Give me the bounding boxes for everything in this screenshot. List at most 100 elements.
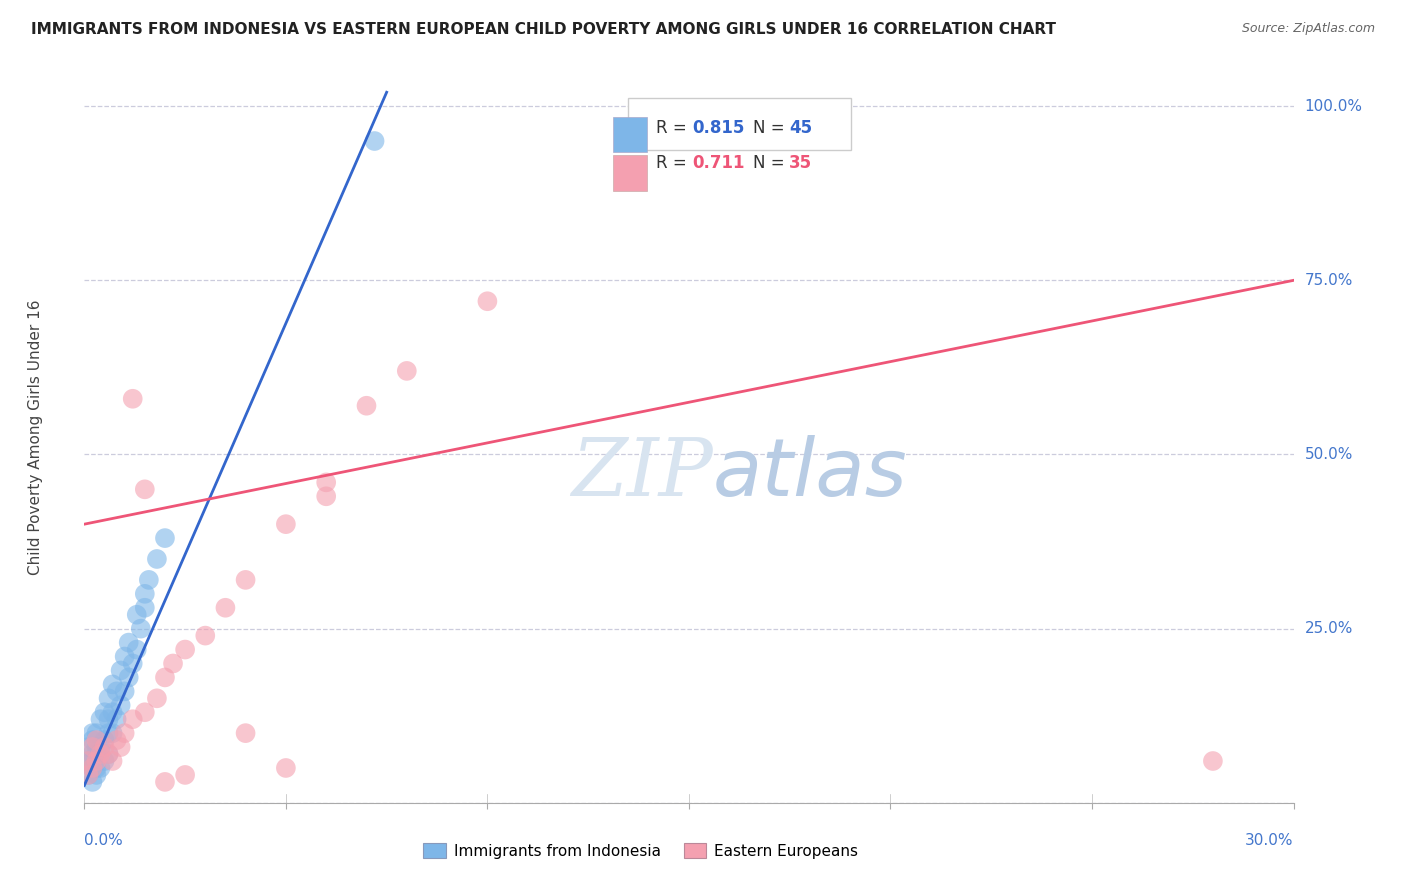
Point bbox=[82, 761, 104, 775]
Point bbox=[105, 684, 128, 698]
Point bbox=[138, 573, 160, 587]
Text: 0.815: 0.815 bbox=[693, 119, 745, 136]
Point bbox=[89, 740, 111, 755]
Point bbox=[114, 726, 136, 740]
Point bbox=[315, 475, 337, 490]
Text: 45: 45 bbox=[789, 119, 813, 136]
Point bbox=[194, 629, 217, 643]
Point bbox=[129, 622, 152, 636]
Point bbox=[82, 733, 104, 747]
Point bbox=[274, 517, 297, 532]
Text: atlas: atlas bbox=[713, 434, 908, 513]
Point bbox=[97, 747, 120, 761]
Text: IMMIGRANTS FROM INDONESIA VS EASTERN EUROPEAN CHILD POVERTY AMONG GIRLS UNDER 16: IMMIGRANTS FROM INDONESIA VS EASTERN EUR… bbox=[31, 22, 1056, 37]
Text: 100.0%: 100.0% bbox=[1305, 99, 1362, 113]
Point bbox=[134, 600, 156, 615]
Point bbox=[77, 768, 100, 782]
Point bbox=[235, 726, 257, 740]
Point bbox=[174, 642, 197, 657]
Point bbox=[118, 635, 141, 649]
Point bbox=[162, 657, 184, 671]
Point bbox=[82, 726, 104, 740]
Point bbox=[121, 657, 143, 671]
Point bbox=[97, 747, 120, 761]
Point bbox=[101, 754, 124, 768]
Text: R =: R = bbox=[657, 119, 692, 136]
Text: 50.0%: 50.0% bbox=[1305, 447, 1353, 462]
Point bbox=[82, 775, 104, 789]
Point bbox=[146, 691, 169, 706]
Point bbox=[86, 726, 108, 740]
Text: Source: ZipAtlas.com: Source: ZipAtlas.com bbox=[1241, 22, 1375, 36]
Point bbox=[89, 712, 111, 726]
Point bbox=[82, 740, 104, 755]
Point bbox=[477, 294, 499, 309]
Point bbox=[82, 754, 104, 768]
FancyBboxPatch shape bbox=[613, 117, 647, 152]
Point bbox=[356, 399, 378, 413]
Text: ZIP: ZIP bbox=[571, 435, 713, 512]
Point bbox=[77, 740, 100, 755]
Point bbox=[153, 531, 176, 545]
Point bbox=[1202, 754, 1225, 768]
Text: 0.0%: 0.0% bbox=[84, 833, 124, 848]
Point bbox=[97, 726, 120, 740]
Point bbox=[146, 552, 169, 566]
Point bbox=[134, 705, 156, 719]
Text: 30.0%: 30.0% bbox=[1246, 833, 1294, 848]
Point bbox=[110, 698, 132, 713]
Point bbox=[105, 712, 128, 726]
Point bbox=[93, 733, 115, 747]
Point bbox=[235, 573, 257, 587]
Text: 25.0%: 25.0% bbox=[1305, 621, 1353, 636]
Point bbox=[110, 664, 132, 678]
Text: N =: N = bbox=[754, 154, 790, 172]
Point bbox=[93, 754, 115, 768]
Point bbox=[86, 747, 108, 761]
Legend: Immigrants from Indonesia, Eastern Europeans: Immigrants from Indonesia, Eastern Europ… bbox=[418, 837, 865, 864]
Point bbox=[101, 705, 124, 719]
Point bbox=[86, 754, 108, 768]
Point bbox=[125, 607, 148, 622]
Point bbox=[86, 740, 108, 755]
Point bbox=[121, 392, 143, 406]
Point bbox=[105, 733, 128, 747]
Point bbox=[134, 483, 156, 497]
Point bbox=[77, 768, 100, 782]
Point bbox=[153, 670, 176, 684]
Point bbox=[315, 489, 337, 503]
Text: 0.711: 0.711 bbox=[693, 154, 745, 172]
Point bbox=[121, 712, 143, 726]
Text: 75.0%: 75.0% bbox=[1305, 273, 1353, 288]
Point bbox=[110, 740, 132, 755]
Point bbox=[101, 677, 124, 691]
Point bbox=[114, 684, 136, 698]
Text: 35: 35 bbox=[789, 154, 813, 172]
Point bbox=[125, 642, 148, 657]
Point bbox=[86, 768, 108, 782]
Text: R =: R = bbox=[657, 154, 692, 172]
Point bbox=[97, 712, 120, 726]
Point bbox=[97, 691, 120, 706]
Text: Child Poverty Among Girls Under 16: Child Poverty Among Girls Under 16 bbox=[28, 300, 44, 574]
Point bbox=[118, 670, 141, 684]
Point bbox=[153, 775, 176, 789]
Point bbox=[274, 761, 297, 775]
Point bbox=[86, 761, 108, 775]
Point bbox=[174, 768, 197, 782]
Point bbox=[82, 747, 104, 761]
Point bbox=[82, 761, 104, 775]
Point bbox=[89, 747, 111, 761]
Point bbox=[363, 134, 385, 148]
Point bbox=[77, 754, 100, 768]
Text: N =: N = bbox=[754, 119, 790, 136]
Point bbox=[395, 364, 418, 378]
Point bbox=[214, 600, 236, 615]
Point bbox=[89, 761, 111, 775]
Point bbox=[77, 754, 100, 768]
Point bbox=[93, 705, 115, 719]
Point bbox=[114, 649, 136, 664]
Point bbox=[134, 587, 156, 601]
Point bbox=[86, 733, 108, 747]
FancyBboxPatch shape bbox=[613, 155, 647, 191]
